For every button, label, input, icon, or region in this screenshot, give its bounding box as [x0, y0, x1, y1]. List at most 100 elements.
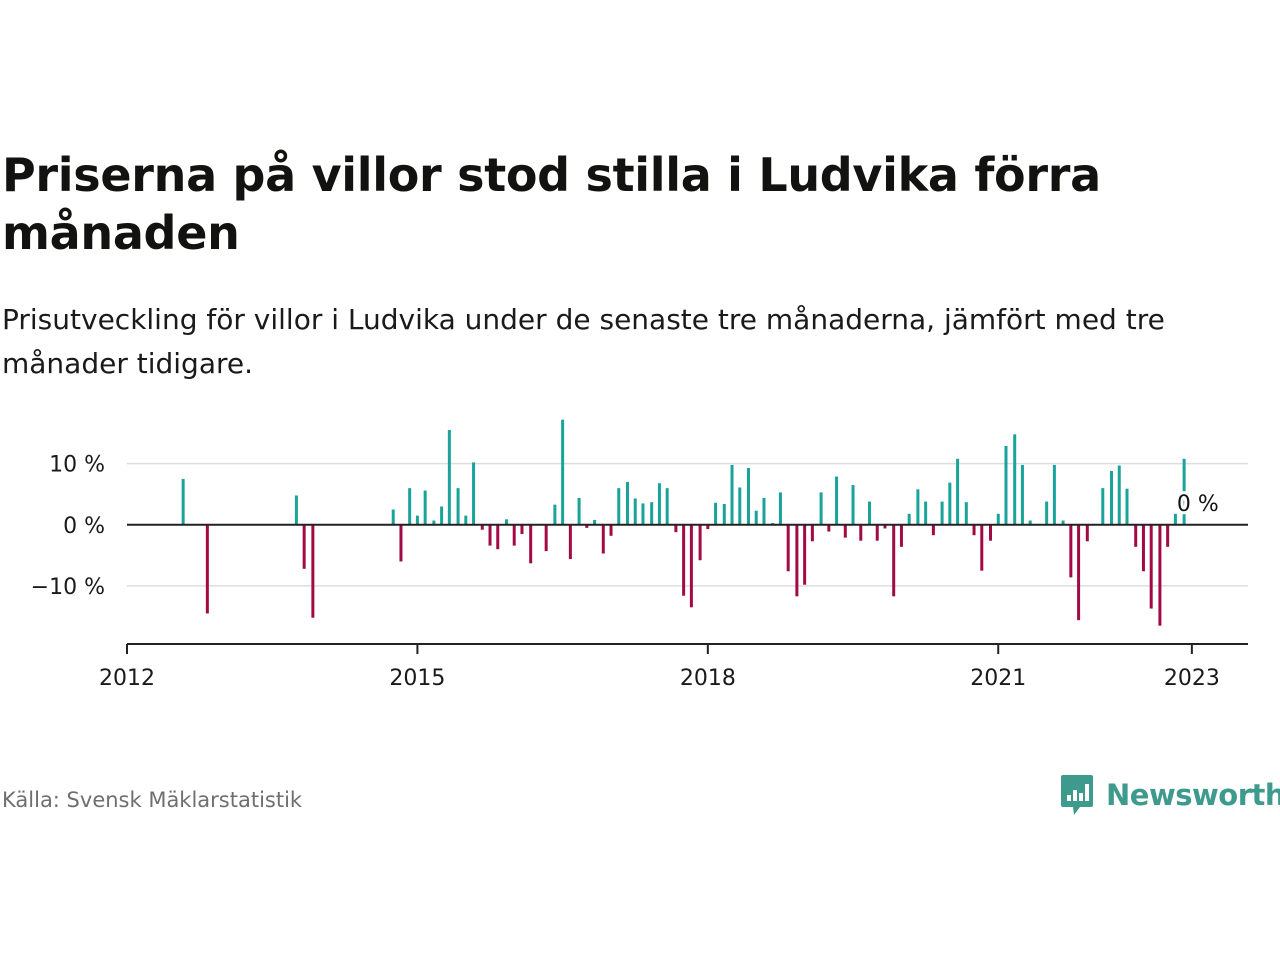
bar — [577, 497, 581, 525]
bar — [1141, 524, 1145, 572]
bar — [641, 503, 645, 525]
bar — [633, 498, 637, 525]
bar — [1069, 524, 1073, 578]
bar — [907, 513, 911, 525]
bar — [738, 487, 742, 525]
bar — [432, 520, 436, 525]
bar — [665, 488, 669, 525]
x-tick-label: 2021 — [970, 666, 1026, 691]
bar — [754, 510, 758, 525]
bar — [851, 485, 855, 525]
bar — [529, 524, 533, 564]
bar — [940, 501, 944, 525]
bar — [899, 524, 903, 547]
bar — [205, 524, 209, 614]
bar — [423, 490, 427, 525]
bar — [657, 483, 661, 525]
newsworthy-logo-icon — [1061, 775, 1093, 815]
bar — [553, 504, 557, 525]
bar — [859, 524, 863, 541]
bar — [827, 524, 831, 532]
bar — [302, 524, 306, 569]
bar — [689, 524, 693, 608]
bar — [1125, 488, 1129, 525]
bar — [609, 524, 613, 536]
bar — [883, 524, 887, 529]
bar — [1149, 524, 1153, 609]
bar — [1085, 524, 1089, 542]
bar — [892, 524, 896, 597]
bar — [1166, 524, 1170, 547]
bar — [520, 524, 524, 534]
y-tick-label: −10 % — [31, 575, 105, 600]
bar — [996, 513, 1000, 525]
bar — [1182, 458, 1186, 525]
brand-name: Newsworthy — [1106, 778, 1280, 812]
bar — [931, 524, 935, 536]
bar — [650, 502, 654, 525]
bar — [762, 497, 766, 525]
bar — [1117, 465, 1121, 525]
bar — [1101, 488, 1105, 525]
bar — [875, 524, 879, 541]
bar — [568, 524, 572, 560]
bar — [972, 524, 976, 536]
bar — [464, 515, 468, 525]
bar — [544, 524, 548, 552]
bar — [181, 478, 185, 525]
bar — [843, 524, 847, 538]
x-tick-label: 2012 — [99, 666, 155, 691]
bar — [593, 519, 597, 525]
bar-series — [181, 419, 1186, 626]
bar — [601, 524, 605, 554]
bar — [924, 501, 928, 525]
bar — [561, 419, 565, 525]
bar — [447, 430, 451, 525]
bar — [778, 492, 782, 525]
bar — [1020, 464, 1024, 525]
bar — [714, 502, 718, 525]
bar — [867, 501, 871, 525]
bar — [1028, 520, 1032, 525]
x-tick-label: 2018 — [680, 666, 736, 691]
bar — [988, 524, 992, 541]
bar — [698, 524, 702, 561]
bar — [948, 482, 952, 525]
bar — [1045, 501, 1049, 525]
bar — [456, 488, 460, 525]
bar — [399, 524, 403, 562]
bar — [311, 524, 315, 618]
bar — [956, 458, 960, 525]
bar-chart: 10 % 0 % −10 % 2012 2015 2018 2021 2023 0 % — [31, 419, 1248, 691]
bar — [391, 509, 395, 525]
bar — [294, 495, 298, 525]
bar — [1061, 520, 1065, 525]
bar — [786, 524, 790, 572]
bar — [1173, 513, 1177, 525]
bar — [1077, 524, 1081, 621]
bar — [488, 524, 492, 546]
bar — [408, 488, 412, 525]
bar — [730, 464, 734, 525]
newsworthy-logo: Newsworthy — [1060, 773, 1280, 817]
bar — [835, 476, 839, 525]
y-axis-labels: 10 % 0 % −10 % — [31, 453, 105, 600]
bar — [1013, 434, 1017, 525]
bar — [810, 524, 814, 542]
bar — [512, 524, 516, 546]
bar — [585, 524, 589, 528]
bar — [819, 492, 823, 525]
bar — [746, 467, 750, 525]
bar — [795, 524, 799, 597]
source-note: Källa: Svensk Mäklarstatistik — [2, 788, 303, 812]
bar — [496, 524, 500, 550]
bar — [472, 462, 476, 525]
bar — [415, 515, 419, 525]
y-tick-label: 10 % — [49, 453, 105, 478]
bar — [617, 488, 621, 525]
x-axis-labels: 2012 2015 2018 2021 2023 — [99, 644, 1220, 691]
bar — [980, 524, 984, 571]
last-value-annotation: 0 % — [1177, 492, 1219, 517]
bar — [682, 524, 686, 596]
bar — [1134, 524, 1138, 547]
